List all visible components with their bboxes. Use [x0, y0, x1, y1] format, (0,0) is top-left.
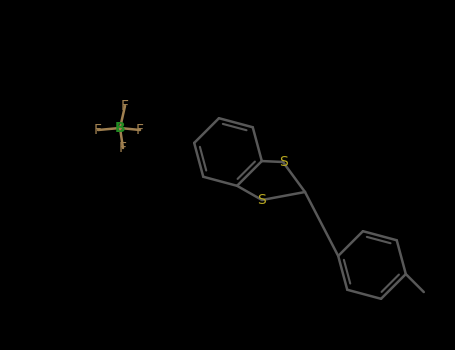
- Text: F: F: [121, 99, 129, 113]
- Text: F: F: [119, 141, 127, 155]
- Text: S: S: [258, 193, 266, 207]
- Text: F: F: [136, 123, 144, 137]
- Text: F: F: [94, 123, 102, 137]
- Text: S: S: [278, 155, 288, 169]
- Text: B: B: [115, 121, 125, 135]
